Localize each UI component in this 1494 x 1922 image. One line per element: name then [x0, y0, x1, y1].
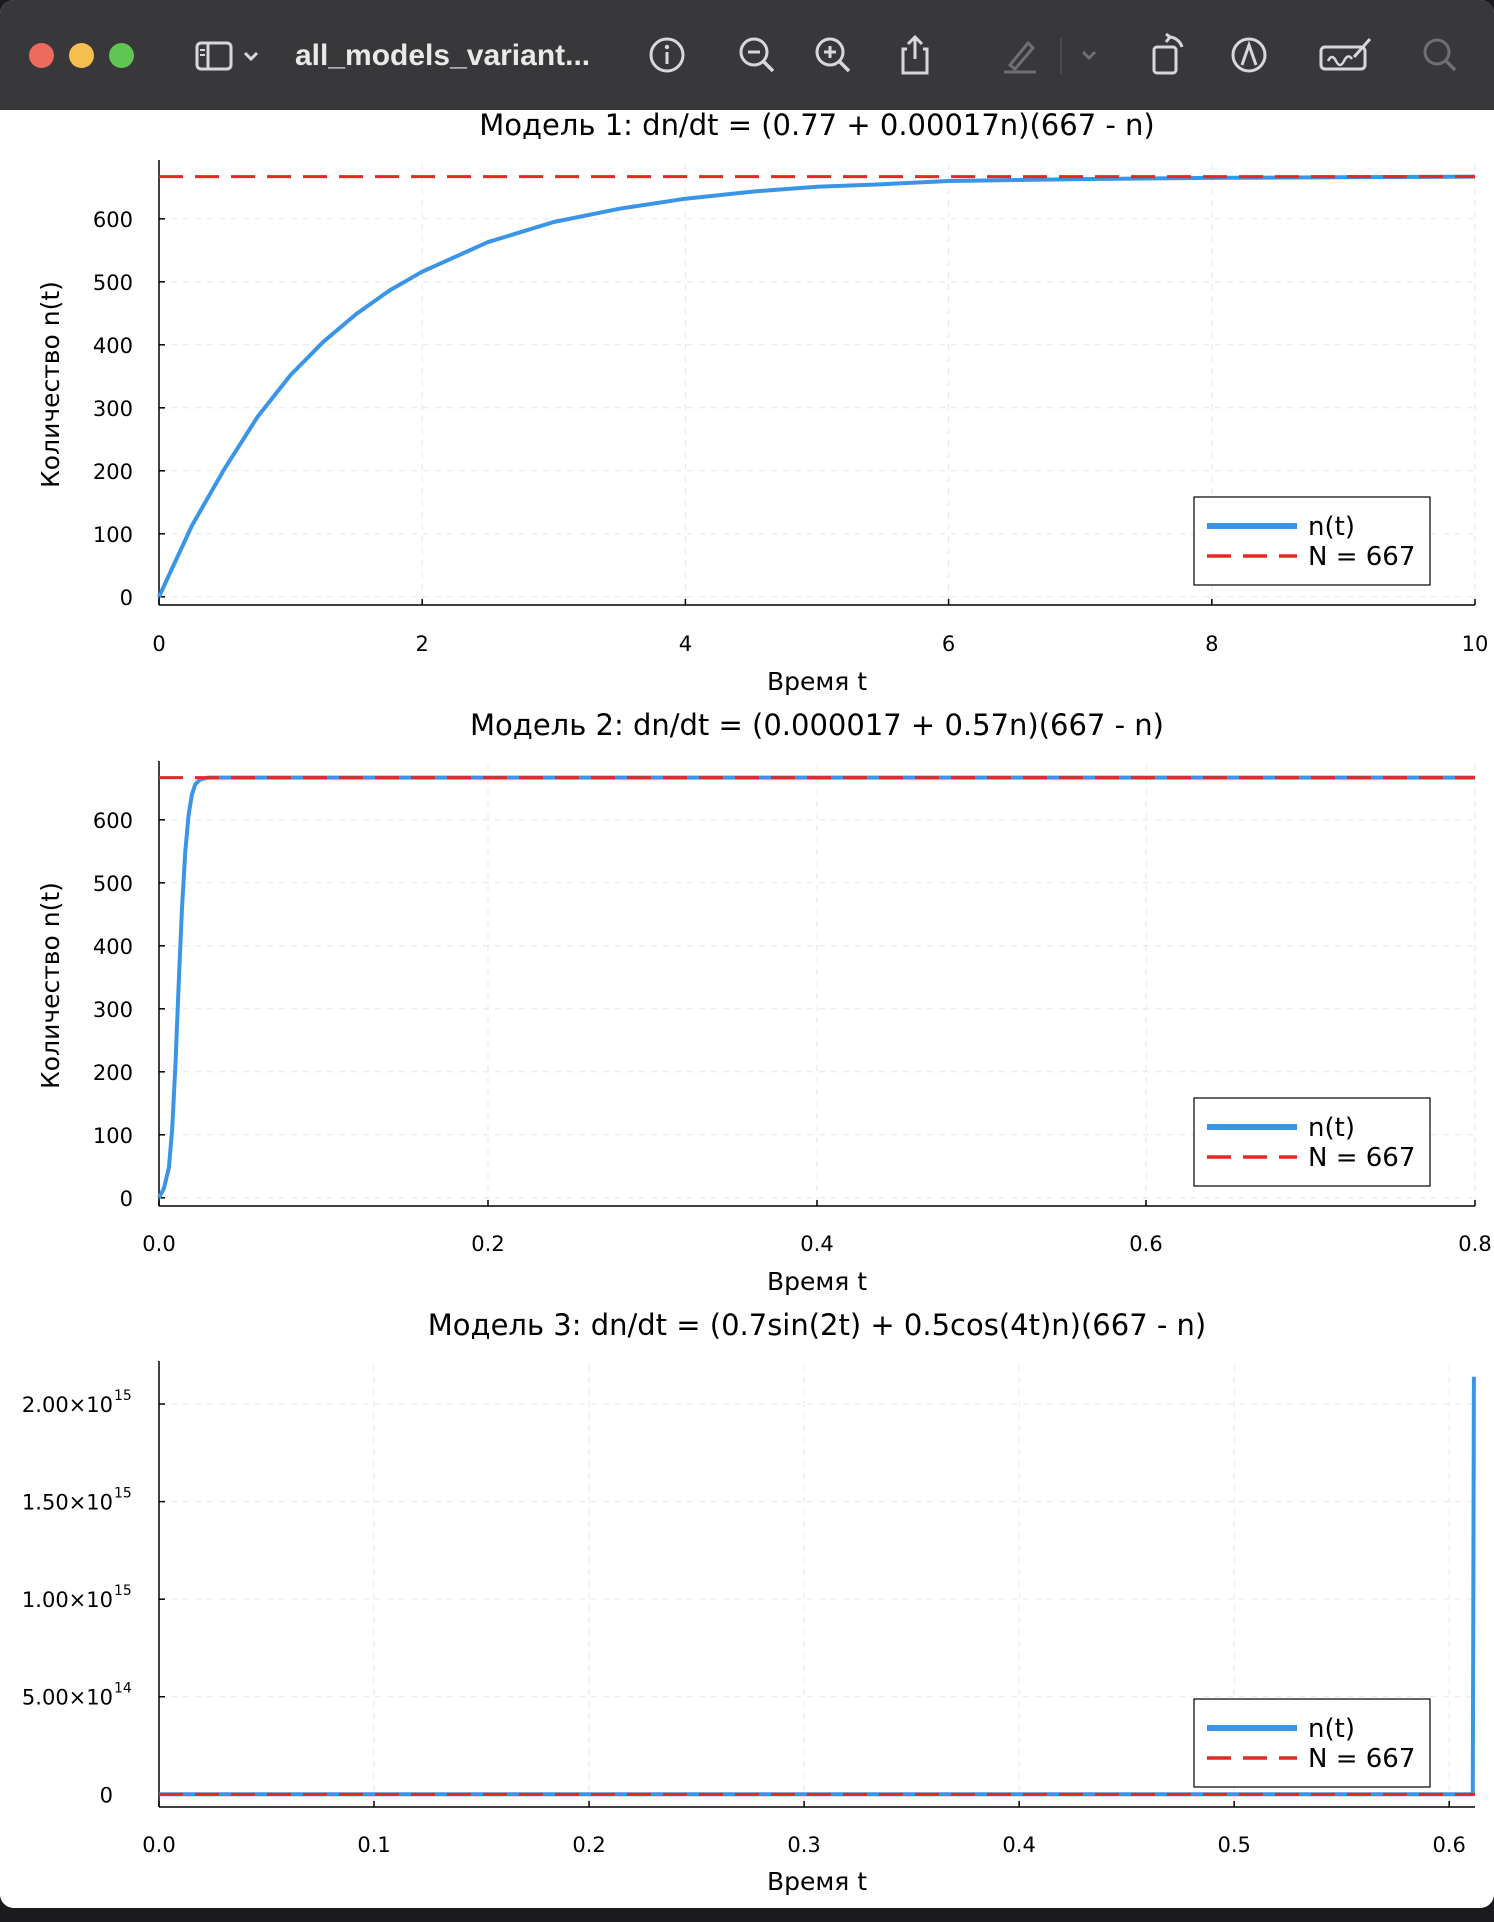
highlight-options-button[interactable]: [1074, 30, 1104, 80]
x-tick-label: 8: [1205, 632, 1218, 656]
chevron-down-icon: [1081, 50, 1097, 61]
y-tick-label: 400: [93, 935, 133, 959]
series-line: [157, 775, 1475, 1199]
y-tick-label: 500: [93, 872, 133, 896]
minimize-window-button[interactable]: [69, 43, 94, 68]
chart-title: Модель 3: dn/dt = (0.7sin(2t) + 0.5cos(4…: [428, 1308, 1207, 1342]
search-button[interactable]: [1418, 30, 1462, 80]
chart-title: Модель 2: dn/dt = (0.000017 + 0.57n)(667…: [470, 708, 1164, 742]
chart-2: Модель 2: dn/dt = (0.000017 + 0.57n)(667…: [36, 708, 1492, 1296]
x-tick-label: 0.2: [471, 1232, 504, 1256]
zoom-out-icon: [739, 37, 775, 73]
x-tick-label: 0.0: [142, 1833, 175, 1857]
signature-button[interactable]: [1318, 30, 1374, 80]
x-tick-label: 0.6: [1432, 1833, 1465, 1857]
legend-box: [1193, 1698, 1431, 1788]
y-tick-label: 5.00×10: [22, 1686, 113, 1710]
y-tick-label: 500: [93, 271, 133, 295]
legend-label: N = 667: [1308, 542, 1415, 572]
zoom-in-button[interactable]: [811, 30, 855, 80]
y-tick-label: 2.00×10: [22, 1393, 113, 1417]
signature-icon: [1319, 38, 1372, 71]
y-tick-label: 400: [93, 334, 133, 358]
y-tick-label: 200: [93, 1061, 133, 1085]
share-icon: [901, 34, 929, 75]
zoom-in-icon: [815, 37, 851, 73]
legend-label: n(t): [1308, 1113, 1355, 1143]
title-bar: all_models_variant...: [0, 0, 1494, 111]
share-button[interactable]: [893, 30, 937, 80]
rotate-icon: [1152, 33, 1184, 75]
highlight-button[interactable]: [998, 30, 1042, 80]
y-axis-label: Количество n(t): [36, 882, 65, 1089]
y-tick-label: 300: [93, 397, 133, 421]
zoom-out-button[interactable]: [735, 30, 779, 80]
y-tick-label: 1.00×10: [22, 1588, 113, 1612]
y-tick-label: 1.50×10: [22, 1491, 113, 1515]
x-tick-label: 0.5: [1217, 1833, 1250, 1857]
chart-3: Модель 3: dn/dt = (0.7sin(2t) + 0.5cos(4…: [22, 1308, 1476, 1896]
y-tick-exponent: 15: [114, 1388, 132, 1404]
info-button[interactable]: [645, 30, 689, 80]
y-axis-label: Количество n(t): [36, 281, 65, 488]
markup-icon: [1231, 37, 1267, 73]
legend: n(t)N = 667: [1193, 496, 1431, 586]
legend-label: n(t): [1308, 512, 1355, 542]
x-tick-label: 0.1: [357, 1833, 390, 1857]
y-tick-label: 100: [93, 1124, 133, 1148]
y-tick-label: 100: [93, 523, 133, 547]
legend-label: N = 667: [1308, 1143, 1415, 1173]
x-tick-label: 0.6: [1129, 1232, 1162, 1256]
x-tick-label: 2: [416, 632, 429, 656]
x-tick-label: 0.4: [1002, 1833, 1035, 1857]
x-tick-label: 0.4: [800, 1232, 833, 1256]
x-axis-label: Время t: [767, 1267, 867, 1296]
legend-label: n(t): [1308, 1714, 1355, 1744]
plots-figure: Модель 1: dn/dt = (0.77 + 0.00017n)(667 …: [22, 108, 1492, 1896]
x-tick-label: 10: [1462, 632, 1489, 656]
y-tick-label: 0: [100, 1783, 113, 1807]
fullscreen-window-button[interactable]: [109, 43, 134, 68]
chart-title: Модель 1: dn/dt = (0.77 + 0.00017n)(667 …: [479, 110, 1155, 142]
chart-1: Модель 1: dn/dt = (0.77 + 0.00017n)(667 …: [36, 108, 1489, 696]
legend-label: N = 667: [1308, 1744, 1415, 1774]
x-axis-label: Время t: [767, 1867, 867, 1896]
legend: n(t)N = 667: [1193, 1097, 1431, 1187]
y-tick-label: 600: [93, 208, 133, 232]
x-tick-label: 4: [679, 632, 692, 656]
close-window-button[interactable]: [29, 43, 54, 68]
x-tick-label: 0.0: [142, 1232, 175, 1256]
info-icon: [649, 37, 685, 73]
legend-box: [1193, 1097, 1431, 1187]
rotate-button[interactable]: [1146, 30, 1190, 80]
series-line: [157, 174, 1476, 598]
x-tick-label: 6: [942, 632, 955, 656]
y-tick-label: 200: [93, 460, 133, 484]
y-tick-label: 300: [93, 998, 133, 1022]
sidebar-icon: [195, 41, 259, 71]
x-tick-label: 0: [152, 632, 165, 656]
legend: n(t)N = 667: [1193, 1698, 1431, 1788]
markup-button[interactable]: [1227, 30, 1271, 80]
x-axis-label: Время t: [767, 667, 867, 696]
document-title: all_models_variant...: [295, 39, 591, 72]
x-tick-label: 0.8: [1458, 1232, 1491, 1256]
y-tick-exponent: 15: [114, 1486, 132, 1502]
y-tick-label: 600: [93, 809, 133, 833]
y-tick-label: 0: [120, 1187, 133, 1211]
x-tick-label: 0.3: [787, 1833, 820, 1857]
search-icon: [1423, 38, 1457, 72]
legend-box: [1193, 496, 1431, 586]
toolbar-separator: [1060, 38, 1062, 74]
x-tick-label: 0.2: [572, 1833, 605, 1857]
y-tick-label: 0: [120, 586, 133, 610]
sidebar-toggle-button[interactable]: [188, 30, 268, 80]
y-tick-exponent: 14: [114, 1681, 132, 1697]
highlighter-icon: [1004, 40, 1036, 74]
y-tick-exponent: 15: [114, 1583, 132, 1599]
document-canvas[interactable]: Модель 1: dn/dt = (0.77 + 0.00017n)(667 …: [0, 108, 1494, 1908]
